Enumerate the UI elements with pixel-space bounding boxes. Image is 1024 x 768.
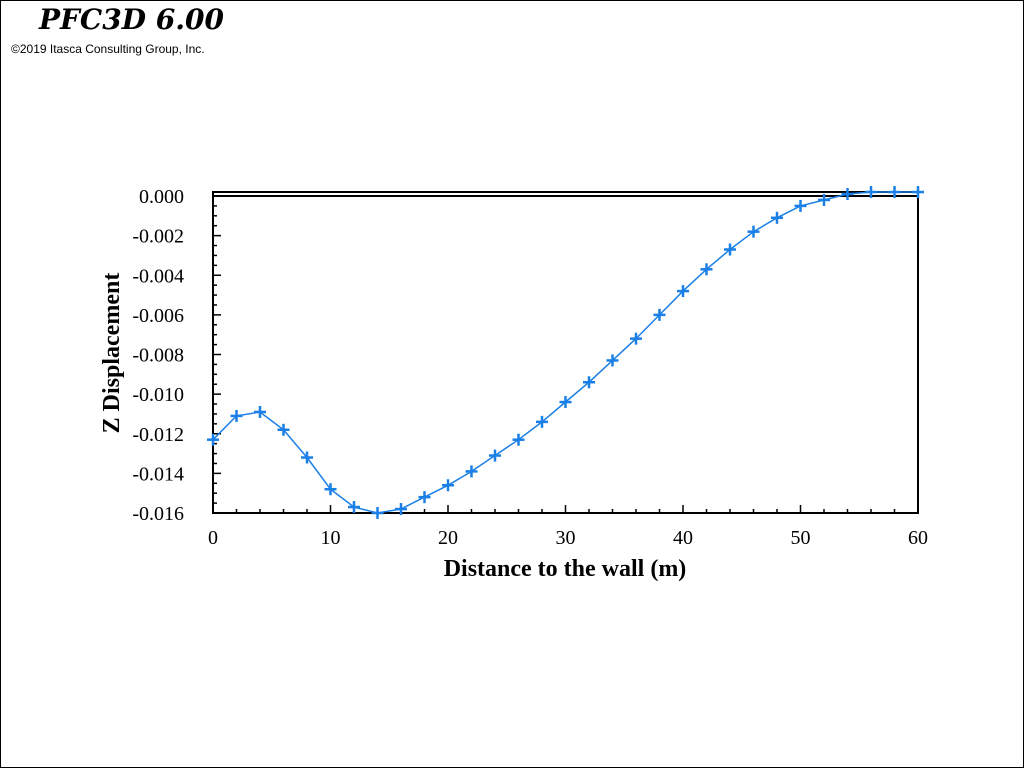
data-point <box>418 491 431 504</box>
x-tick-label: 20 <box>438 527 458 549</box>
data-point <box>442 479 454 492</box>
data-point <box>277 423 290 436</box>
data-point <box>512 433 525 446</box>
x-tick-label: 30 <box>556 527 576 549</box>
x-axis-title: Distance to the wall (m) <box>444 556 687 582</box>
y-tick-label: -0.002 <box>132 226 184 248</box>
data-point <box>747 225 760 238</box>
data-series <box>207 186 924 519</box>
app-title: PFC3D 6.00 <box>39 3 224 36</box>
data-point <box>536 415 548 428</box>
plot-area-border <box>212 191 919 514</box>
x-tick-label: 0 <box>208 527 218 549</box>
y-tick-label: -0.016 <box>132 503 184 525</box>
data-point <box>771 211 783 224</box>
axes <box>212 191 919 514</box>
data-point <box>630 332 642 345</box>
x-tick-label: 50 <box>791 527 811 549</box>
x-tick-label: 60 <box>908 527 928 549</box>
data-point <box>818 193 830 206</box>
data-point <box>677 285 689 298</box>
x-tick-label: 40 <box>673 527 693 549</box>
y-tick-label: -0.010 <box>132 384 184 406</box>
data-point <box>606 354 619 367</box>
series-line <box>212 191 918 514</box>
data-point <box>794 199 807 212</box>
y-tick-label: -0.008 <box>132 345 184 367</box>
y-tick-label: -0.004 <box>132 265 184 287</box>
x-axis-ticks: 0 10 20 30 40 50 60 <box>208 505 928 549</box>
data-point <box>371 507 384 519</box>
y-tick-label: -0.006 <box>132 305 184 327</box>
data-point <box>653 308 666 321</box>
data-point <box>348 501 360 514</box>
copyright-text: ©2019 Itasca Consulting Group, Inc. <box>11 42 205 56</box>
data-point <box>465 465 478 478</box>
data-point <box>324 483 337 496</box>
y-tick-label: -0.012 <box>132 424 184 446</box>
data-point <box>841 188 854 201</box>
x-tick-label: 10 <box>321 527 341 549</box>
data-point <box>207 433 219 446</box>
data-point <box>865 186 877 199</box>
data-point <box>724 243 736 256</box>
y-tick-label: -0.014 <box>132 463 184 485</box>
data-point <box>301 451 313 464</box>
data-point <box>888 186 901 199</box>
data-point <box>254 405 266 418</box>
y-axis-ticks: 0.000 -0.002 -0.004 -0.006 -0.008 -0.010 -0.01… <box>132 186 221 525</box>
y-axis-title: Z Displacement <box>99 273 125 434</box>
data-point <box>583 376 595 389</box>
data-point <box>559 396 572 409</box>
data-point <box>230 409 243 422</box>
data-point <box>489 449 501 462</box>
data-point <box>912 186 924 199</box>
data-point <box>395 503 407 516</box>
y-tick-label: 0.000 <box>139 186 184 208</box>
data-point <box>700 263 713 276</box>
